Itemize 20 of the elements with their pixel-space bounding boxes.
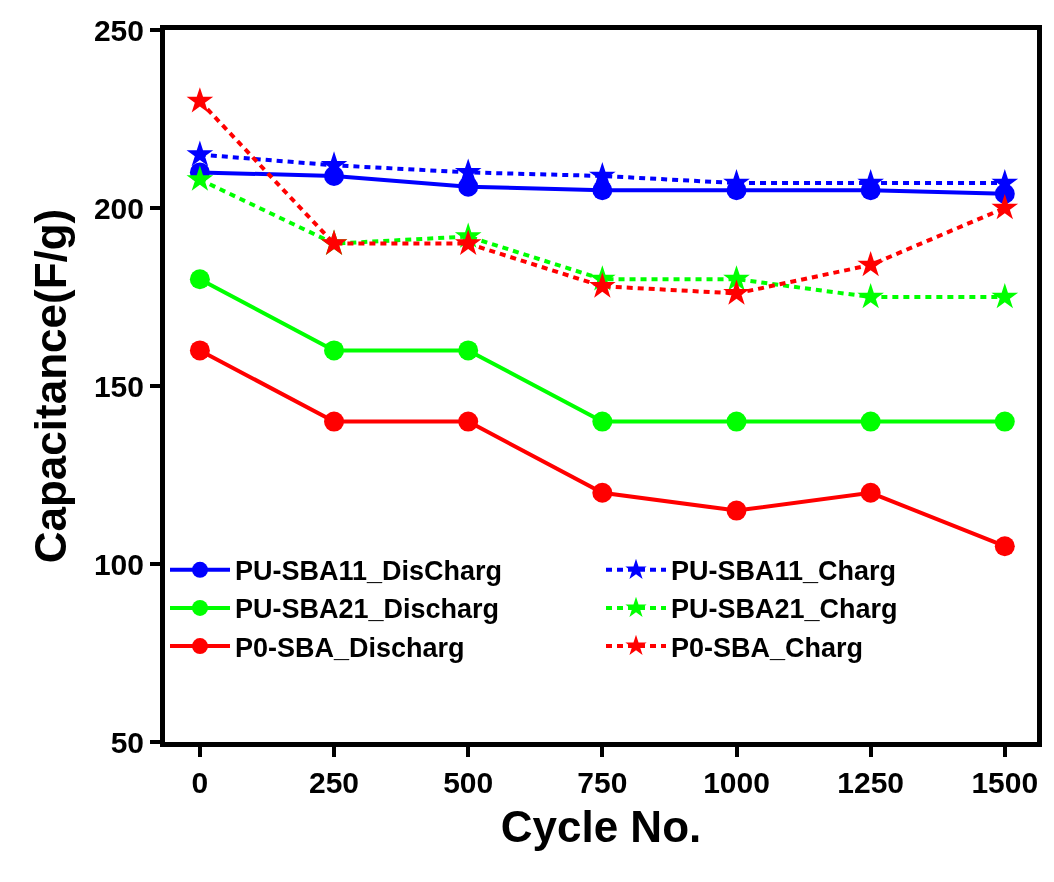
y-tick-label: 50 [110, 725, 144, 759]
x-tick-label: 0 [191, 766, 209, 799]
x-tick-label: 500 [443, 766, 494, 799]
y-tick-label: 250 [93, 13, 144, 47]
legend-label: PU-SBA21_Discharg [235, 594, 500, 625]
y-axis-title: Capacitance(F/g) [26, 208, 76, 564]
legend-label: P0-SBA_Charg [671, 632, 864, 663]
y-tick-label: 200 [93, 191, 144, 225]
y-tick-label: 150 [93, 369, 144, 403]
legend-label: PU-SBA11_Charg [671, 556, 897, 587]
legend-label: P0-SBA_Discharg [235, 632, 465, 663]
x-tick-label: 1500 [971, 766, 1039, 799]
x-tick-label: 750 [577, 766, 628, 799]
legend-label: PU-SBA21_Charg [671, 594, 898, 625]
y-tick-label: 100 [93, 547, 144, 581]
x-tick-label: 1000 [703, 766, 770, 799]
x-tick-label: 1250 [837, 766, 905, 799]
x-axis-title: Cycle No. [500, 802, 702, 852]
legend-label: PU-SBA11_DisCharg [235, 556, 503, 587]
x-tick-label: 250 [309, 766, 360, 799]
